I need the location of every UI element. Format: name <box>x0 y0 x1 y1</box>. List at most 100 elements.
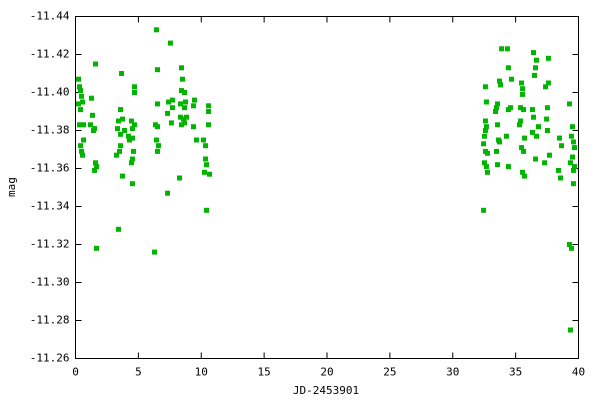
data-point <box>190 124 196 130</box>
data-point <box>533 57 539 63</box>
data-point <box>154 67 160 73</box>
data-point <box>207 171 213 177</box>
data-point <box>497 78 503 84</box>
data-point <box>206 103 212 109</box>
data-point <box>118 131 124 137</box>
data-point <box>120 116 126 122</box>
data-point <box>519 80 525 86</box>
data-point <box>481 207 487 213</box>
data-point <box>80 152 86 158</box>
x-tick-label: 10 <box>195 366 208 379</box>
y-tick-label: -11.44 <box>30 10 70 23</box>
data-point <box>483 164 489 170</box>
data-point <box>130 148 136 154</box>
data-point <box>94 164 100 170</box>
data-point <box>481 141 487 147</box>
data-point <box>498 82 504 88</box>
data-point <box>494 105 500 111</box>
data-point <box>176 175 182 181</box>
data-point <box>505 107 511 113</box>
data-point <box>77 122 83 128</box>
data-point <box>544 116 550 122</box>
data-point <box>483 124 489 130</box>
data-point <box>92 61 98 67</box>
x-axis-label: JD-2453901 <box>293 384 359 397</box>
data-point <box>495 101 501 107</box>
data-point <box>204 207 210 213</box>
data-point <box>499 46 505 52</box>
y-tick-label: -11.38 <box>30 124 70 137</box>
data-point <box>78 107 84 113</box>
data-point <box>503 133 509 139</box>
data-point <box>569 124 575 130</box>
data-point <box>128 118 134 124</box>
data-point <box>169 105 175 111</box>
data-point <box>521 107 527 113</box>
data-point <box>566 101 572 107</box>
data-point <box>568 245 574 251</box>
data-point <box>89 112 95 118</box>
data-point <box>532 65 538 71</box>
data-point <box>570 167 576 173</box>
data-point <box>151 249 157 255</box>
data-point <box>94 245 100 251</box>
data-point <box>178 114 184 120</box>
data-point <box>169 97 175 103</box>
data-point <box>126 137 132 143</box>
data-point <box>482 84 488 90</box>
data-point <box>118 107 124 113</box>
data-point <box>570 139 576 145</box>
data-point <box>167 40 173 46</box>
data-point <box>494 148 500 154</box>
data-point <box>182 120 188 126</box>
data-point <box>76 101 82 107</box>
y-tick-label: -11.28 <box>30 314 70 327</box>
data-point <box>520 91 526 97</box>
data-point <box>567 327 573 333</box>
data-point <box>483 99 489 105</box>
data-point <box>154 124 160 130</box>
data-point <box>481 160 487 166</box>
data-point <box>571 164 577 170</box>
data-point <box>202 169 208 175</box>
y-tick-label: -11.42 <box>30 48 70 61</box>
data-point <box>493 109 499 114</box>
data-point <box>129 156 135 162</box>
data-point <box>154 148 160 154</box>
x-tick-label: 5 <box>135 366 142 379</box>
data-point <box>183 99 189 105</box>
data-point <box>78 143 84 149</box>
data-point <box>153 27 159 33</box>
data-point <box>206 109 212 114</box>
data-point <box>495 162 501 168</box>
data-point <box>545 80 551 86</box>
data-point <box>178 101 184 107</box>
data-point <box>125 133 131 139</box>
data-point <box>481 133 487 139</box>
data-point <box>88 95 94 101</box>
data-point <box>87 122 93 128</box>
data-point <box>546 152 552 158</box>
data-point <box>78 88 84 94</box>
data-point <box>92 160 98 166</box>
data-point <box>128 160 134 166</box>
data-point <box>571 145 577 151</box>
data-point <box>529 129 535 135</box>
data-point <box>545 55 551 61</box>
data-point <box>544 128 550 133</box>
data-point <box>190 103 196 109</box>
data-point <box>91 126 97 132</box>
data-point <box>80 99 86 105</box>
data-point <box>566 242 572 247</box>
data-point <box>77 84 83 90</box>
data-point <box>519 145 525 151</box>
data-point <box>76 76 82 82</box>
data-point <box>166 99 172 105</box>
data-point <box>530 50 536 56</box>
data-point <box>120 173 126 179</box>
data-point <box>203 156 209 162</box>
data-point <box>193 137 199 143</box>
data-point <box>116 226 122 232</box>
x-tick-label: 25 <box>383 366 396 379</box>
